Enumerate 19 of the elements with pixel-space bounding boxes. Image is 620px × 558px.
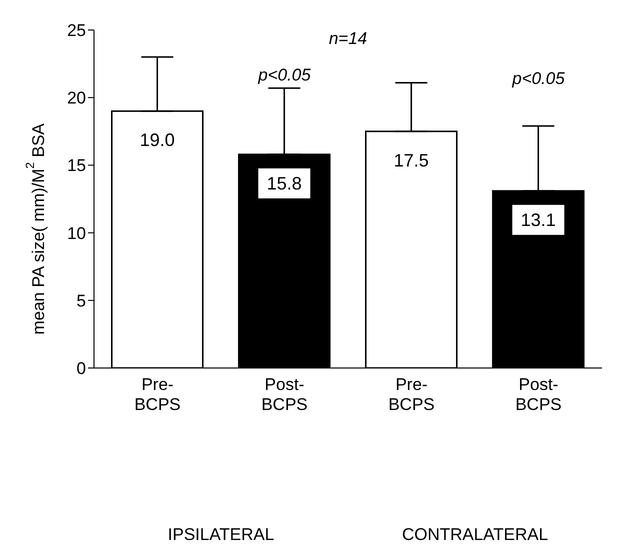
y-tick-label: 15 xyxy=(67,156,86,176)
y-tick-label: 20 xyxy=(67,88,86,108)
text: CONTRALATERAL xyxy=(402,525,548,544)
text: IPSILATERAL xyxy=(168,525,274,544)
y-tick-label: 25 xyxy=(67,21,86,40)
data-label: 19.0 xyxy=(140,130,175,150)
data-label: 17.5 xyxy=(394,150,429,170)
x-tick-label: Post- BCPS xyxy=(515,375,562,414)
x-tick-label: Pre- BCPS xyxy=(134,375,181,414)
data-label: 13.1 xyxy=(520,210,556,230)
annotation: n=14 xyxy=(328,29,368,48)
data-label: 15.8 xyxy=(266,173,302,194)
x-tick-label: Pre- BCPS xyxy=(388,375,435,414)
x-tick-label: Post- BCPS xyxy=(261,375,308,414)
annotation: p<0.05 xyxy=(511,69,566,88)
y-tick-label: 5 xyxy=(76,291,86,310)
annotation: p<0.05 xyxy=(257,65,312,84)
y-tick-label: 0 xyxy=(76,359,86,378)
y-tick-label: 10 xyxy=(67,224,86,243)
